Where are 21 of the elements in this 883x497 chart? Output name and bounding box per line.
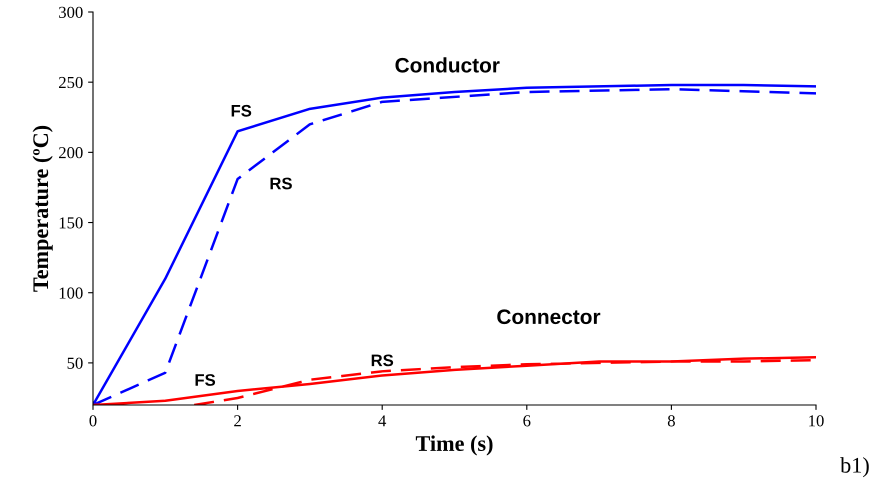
x-tick-label: 2 — [234, 415, 241, 426]
y-tick-label: 150 — [60, 217, 83, 228]
y-axis-title: Temperature (ºC) — [32, 126, 53, 292]
annotation: Connector — [497, 309, 600, 324]
annotation: FS — [196, 374, 216, 386]
annotation: RS — [270, 178, 292, 190]
annotation: Conductor — [395, 57, 500, 73]
x-tick-label: 10 — [809, 415, 824, 426]
y-tick-label: 100 — [60, 287, 83, 299]
x-axis-title: Time (s) — [416, 435, 493, 456]
y-tick-label: 300 — [59, 6, 83, 18]
x-tick-label: 6 — [523, 415, 530, 426]
x-tick-label: 0 — [89, 415, 97, 426]
y-tick-label: 200 — [59, 147, 83, 158]
text: b1) — [840, 457, 869, 478]
x-tick-label: 8 — [668, 415, 675, 426]
annotation: FS — [232, 104, 252, 117]
annotation: RS — [372, 354, 394, 366]
x-tick-label: 4 — [378, 415, 386, 426]
y-tick-label: 50 — [68, 358, 83, 369]
y-tick-label: 250 — [59, 76, 83, 88]
